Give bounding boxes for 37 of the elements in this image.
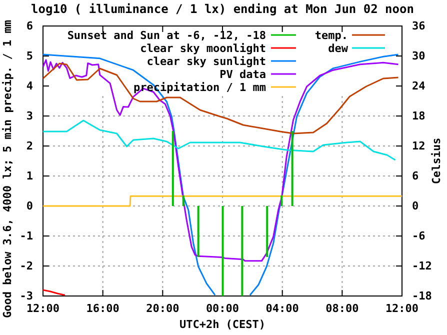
y-tick-label: -2 [20,260,33,273]
y2-tick-label: 18 [412,110,426,123]
x-tick-label: 20:00 [146,302,180,315]
y-tick-label: 3 [26,110,33,123]
y-tick-label: 5 [26,50,33,63]
y2-tick-label: 0 [412,200,419,213]
y-tick-label: 4 [26,80,34,93]
y-tick-label: 1 [26,170,34,183]
x-tick-label: 04:00 [266,302,299,315]
legend-label: clear sky sunlight [146,55,266,68]
legend-label: clear sky moonlight [140,42,266,55]
y-tick-label: 0 [26,200,33,213]
y-tick-label: 6 [26,20,34,33]
legend-label: PV data [220,68,266,81]
y2-tick-label: 24 [412,80,426,93]
x-tick-label: 00:00 [206,302,240,315]
x-tick-label: 08:00 [326,302,359,315]
y-tick-label: -1 [20,230,34,243]
chart-title: log10 ( illuminance / 1 lx) ending at Mon Jun 02 noon [31,2,414,16]
x-axis-title: UTC+2h (CEST) [179,318,266,331]
x-tick-label: 12:00 [385,302,419,315]
y-tick-label: 2 [26,140,33,153]
y2-tick-label: -18 [412,290,432,303]
x-tick-label: 12:00 [26,302,60,315]
y-tick-label: -3 [20,290,33,303]
legend-label: temp. [314,29,348,42]
legend-label: dew [328,42,348,55]
y2-tick-label: -12 [412,260,432,273]
y2-tick-label: 36 [412,20,426,33]
y2-tick-label: -6 [412,230,426,243]
y2-axis-title: Celsius [430,138,443,184]
y2-tick-label: 12 [412,140,426,153]
legend-label: Sunset and Sun at -6, -12, -18 [67,29,266,42]
y2-tick-label: 6 [412,170,419,183]
y-axis-title: Good below 3.6, 4000 lx; 5 min precip. / 1 mm [1,20,14,318]
x-tick-label: 16:00 [86,302,120,315]
y2-tick-label: 30 [412,50,426,63]
